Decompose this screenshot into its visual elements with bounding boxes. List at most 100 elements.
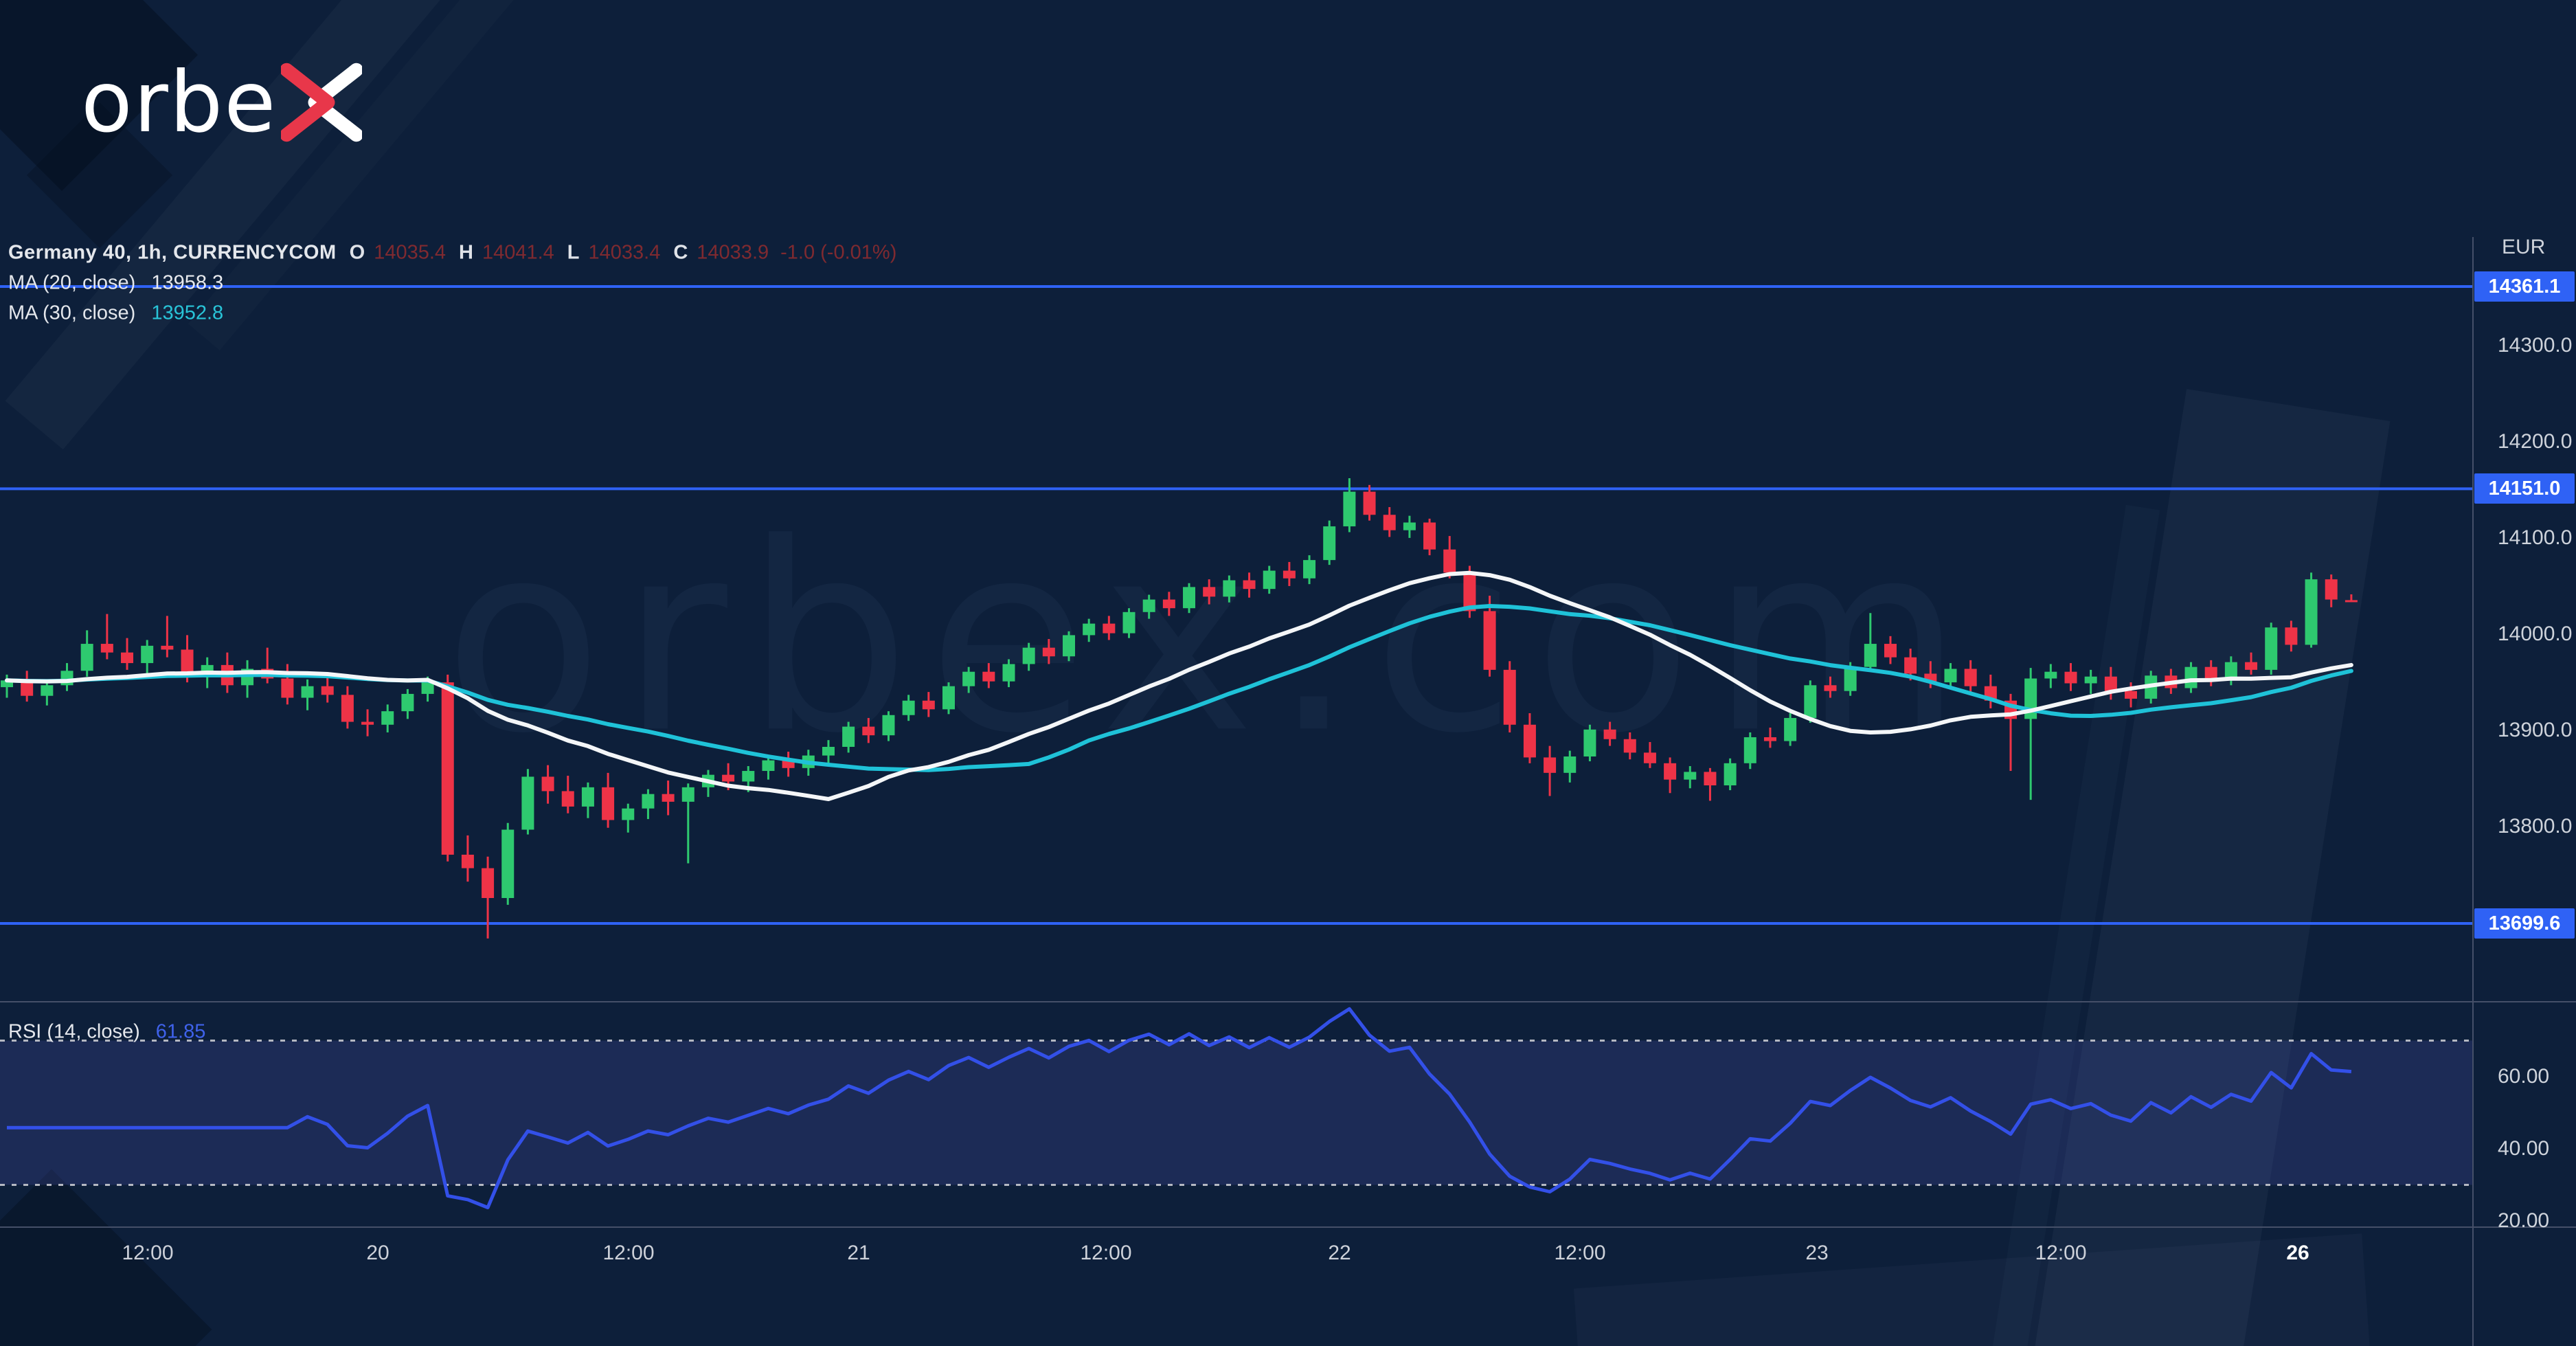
orbex-wordmark: orbe bbox=[81, 54, 278, 151]
candle-body bbox=[1544, 757, 1557, 773]
candle-body bbox=[762, 760, 775, 772]
candle-body bbox=[1083, 623, 1096, 636]
price-line-label[interactable]: 14151.0 bbox=[2474, 473, 2575, 504]
rsi-band bbox=[0, 1040, 2473, 1185]
candle-body bbox=[1483, 611, 1496, 670]
candle-body bbox=[2325, 579, 2338, 600]
price-tick-label: 14100.0 bbox=[2498, 526, 2573, 549]
symbol-name: Germany 40, 1h, CURRENCYCOM bbox=[8, 241, 337, 264]
candle-body bbox=[1323, 526, 1336, 561]
candle-body bbox=[1964, 669, 1977, 686]
time-tick-label: 12:00 bbox=[2035, 1242, 2087, 1264]
symbol-legend[interactable]: Germany 40, 1h, CURRENCYCOM O 14035.4 H 14… bbox=[8, 242, 896, 265]
candle-body bbox=[1122, 612, 1136, 633]
candle-body bbox=[822, 746, 835, 756]
ma30-line[interactable] bbox=[5, 604, 2353, 772]
candle-body bbox=[602, 787, 615, 820]
candle-body bbox=[341, 695, 354, 722]
rsi-value: 61.85 bbox=[155, 1020, 206, 1043]
candle-body bbox=[80, 644, 93, 671]
open-label: O bbox=[349, 241, 365, 264]
candle-body bbox=[2345, 600, 2358, 603]
ma30-legend[interactable]: MA (30, close) 13952.8 bbox=[8, 302, 223, 325]
candle-body bbox=[1763, 737, 1776, 741]
candle-body bbox=[2204, 666, 2217, 680]
candle-body bbox=[1403, 522, 1416, 530]
ma30-value: 13952.8 bbox=[151, 302, 224, 324]
candle-body bbox=[1523, 724, 1536, 758]
candle-body bbox=[1303, 560, 1316, 579]
open-value: 14035.4 bbox=[374, 241, 447, 264]
close-value: 14033.9 bbox=[697, 241, 769, 264]
candle-body bbox=[1, 680, 13, 688]
candle-body bbox=[622, 808, 635, 820]
time-tick-label: 12:00 bbox=[122, 1242, 174, 1264]
candle-body bbox=[482, 868, 495, 899]
candle-body bbox=[1002, 664, 1015, 682]
candle-body bbox=[1844, 666, 1857, 691]
candle-body bbox=[2084, 676, 2097, 684]
candle-body bbox=[962, 671, 975, 686]
candle-body bbox=[1583, 729, 1596, 757]
candle-body bbox=[1103, 623, 1116, 633]
ma20-line[interactable] bbox=[5, 570, 2353, 801]
candle-body bbox=[561, 791, 574, 807]
candle-body bbox=[1223, 580, 1236, 597]
high-value: 14041.4 bbox=[482, 241, 554, 264]
candle-body bbox=[1864, 644, 1877, 667]
time-tick-label: 21 bbox=[847, 1242, 870, 1264]
price-tick-label: 14300.0 bbox=[2498, 333, 2573, 357]
candle-body bbox=[2125, 691, 2138, 699]
currency-label: EUR bbox=[2502, 236, 2546, 258]
candle-body bbox=[942, 686, 955, 710]
candle-body bbox=[1443, 549, 1456, 573]
candle-body bbox=[461, 854, 474, 868]
candle-body bbox=[301, 686, 314, 698]
candle-body bbox=[100, 644, 113, 653]
price-line-label[interactable]: 14361.1 bbox=[2474, 271, 2575, 302]
candle-body bbox=[642, 794, 655, 809]
candle-body bbox=[1042, 647, 1055, 657]
candle-body bbox=[21, 680, 34, 696]
candle-body bbox=[501, 829, 515, 899]
time-tick-label: 26 bbox=[2286, 1242, 2309, 1264]
candle-body bbox=[1684, 772, 1697, 780]
candle-body bbox=[1784, 717, 1797, 741]
rsi-legend[interactable]: RSI (14, close) 61.85 bbox=[8, 1021, 205, 1044]
candle-body bbox=[521, 776, 534, 830]
price-tick-label: 13900.0 bbox=[2498, 719, 2573, 742]
candle-body bbox=[1743, 737, 1756, 763]
candle-body bbox=[862, 726, 875, 736]
ma20-legend[interactable]: MA (20, close) 13958.3 bbox=[8, 272, 223, 295]
candle-body bbox=[2044, 671, 2057, 679]
candle-body bbox=[381, 711, 394, 725]
candle-body bbox=[2064, 671, 2077, 684]
candle-body bbox=[722, 774, 735, 782]
candle-body bbox=[742, 771, 755, 782]
candle-body bbox=[2285, 627, 2298, 645]
candle-body bbox=[982, 671, 995, 682]
candle-body bbox=[281, 678, 294, 698]
candle-body bbox=[401, 693, 414, 712]
candle-body bbox=[662, 794, 675, 802]
candle-body bbox=[1463, 572, 1476, 612]
candle-body bbox=[1363, 491, 1376, 515]
candle-body bbox=[1824, 685, 1837, 691]
candle-body bbox=[181, 649, 194, 676]
time-tick-label: 20 bbox=[366, 1242, 389, 1264]
candle-body bbox=[1183, 587, 1196, 609]
candle-body bbox=[782, 760, 795, 768]
price-line-label[interactable]: 13699.6 bbox=[2474, 908, 2575, 939]
candle-body bbox=[1203, 587, 1216, 597]
ma20-label: MA (20, close) bbox=[8, 271, 136, 294]
candle-body bbox=[1503, 669, 1516, 725]
candle-body bbox=[1704, 772, 1717, 786]
high-label: H bbox=[459, 241, 473, 264]
candle-body bbox=[1664, 763, 1677, 780]
candle-body bbox=[2224, 662, 2237, 680]
time-tick-label: 12:00 bbox=[1554, 1242, 1606, 1264]
candle-body bbox=[1263, 570, 1276, 590]
candle-body bbox=[1623, 739, 1636, 753]
